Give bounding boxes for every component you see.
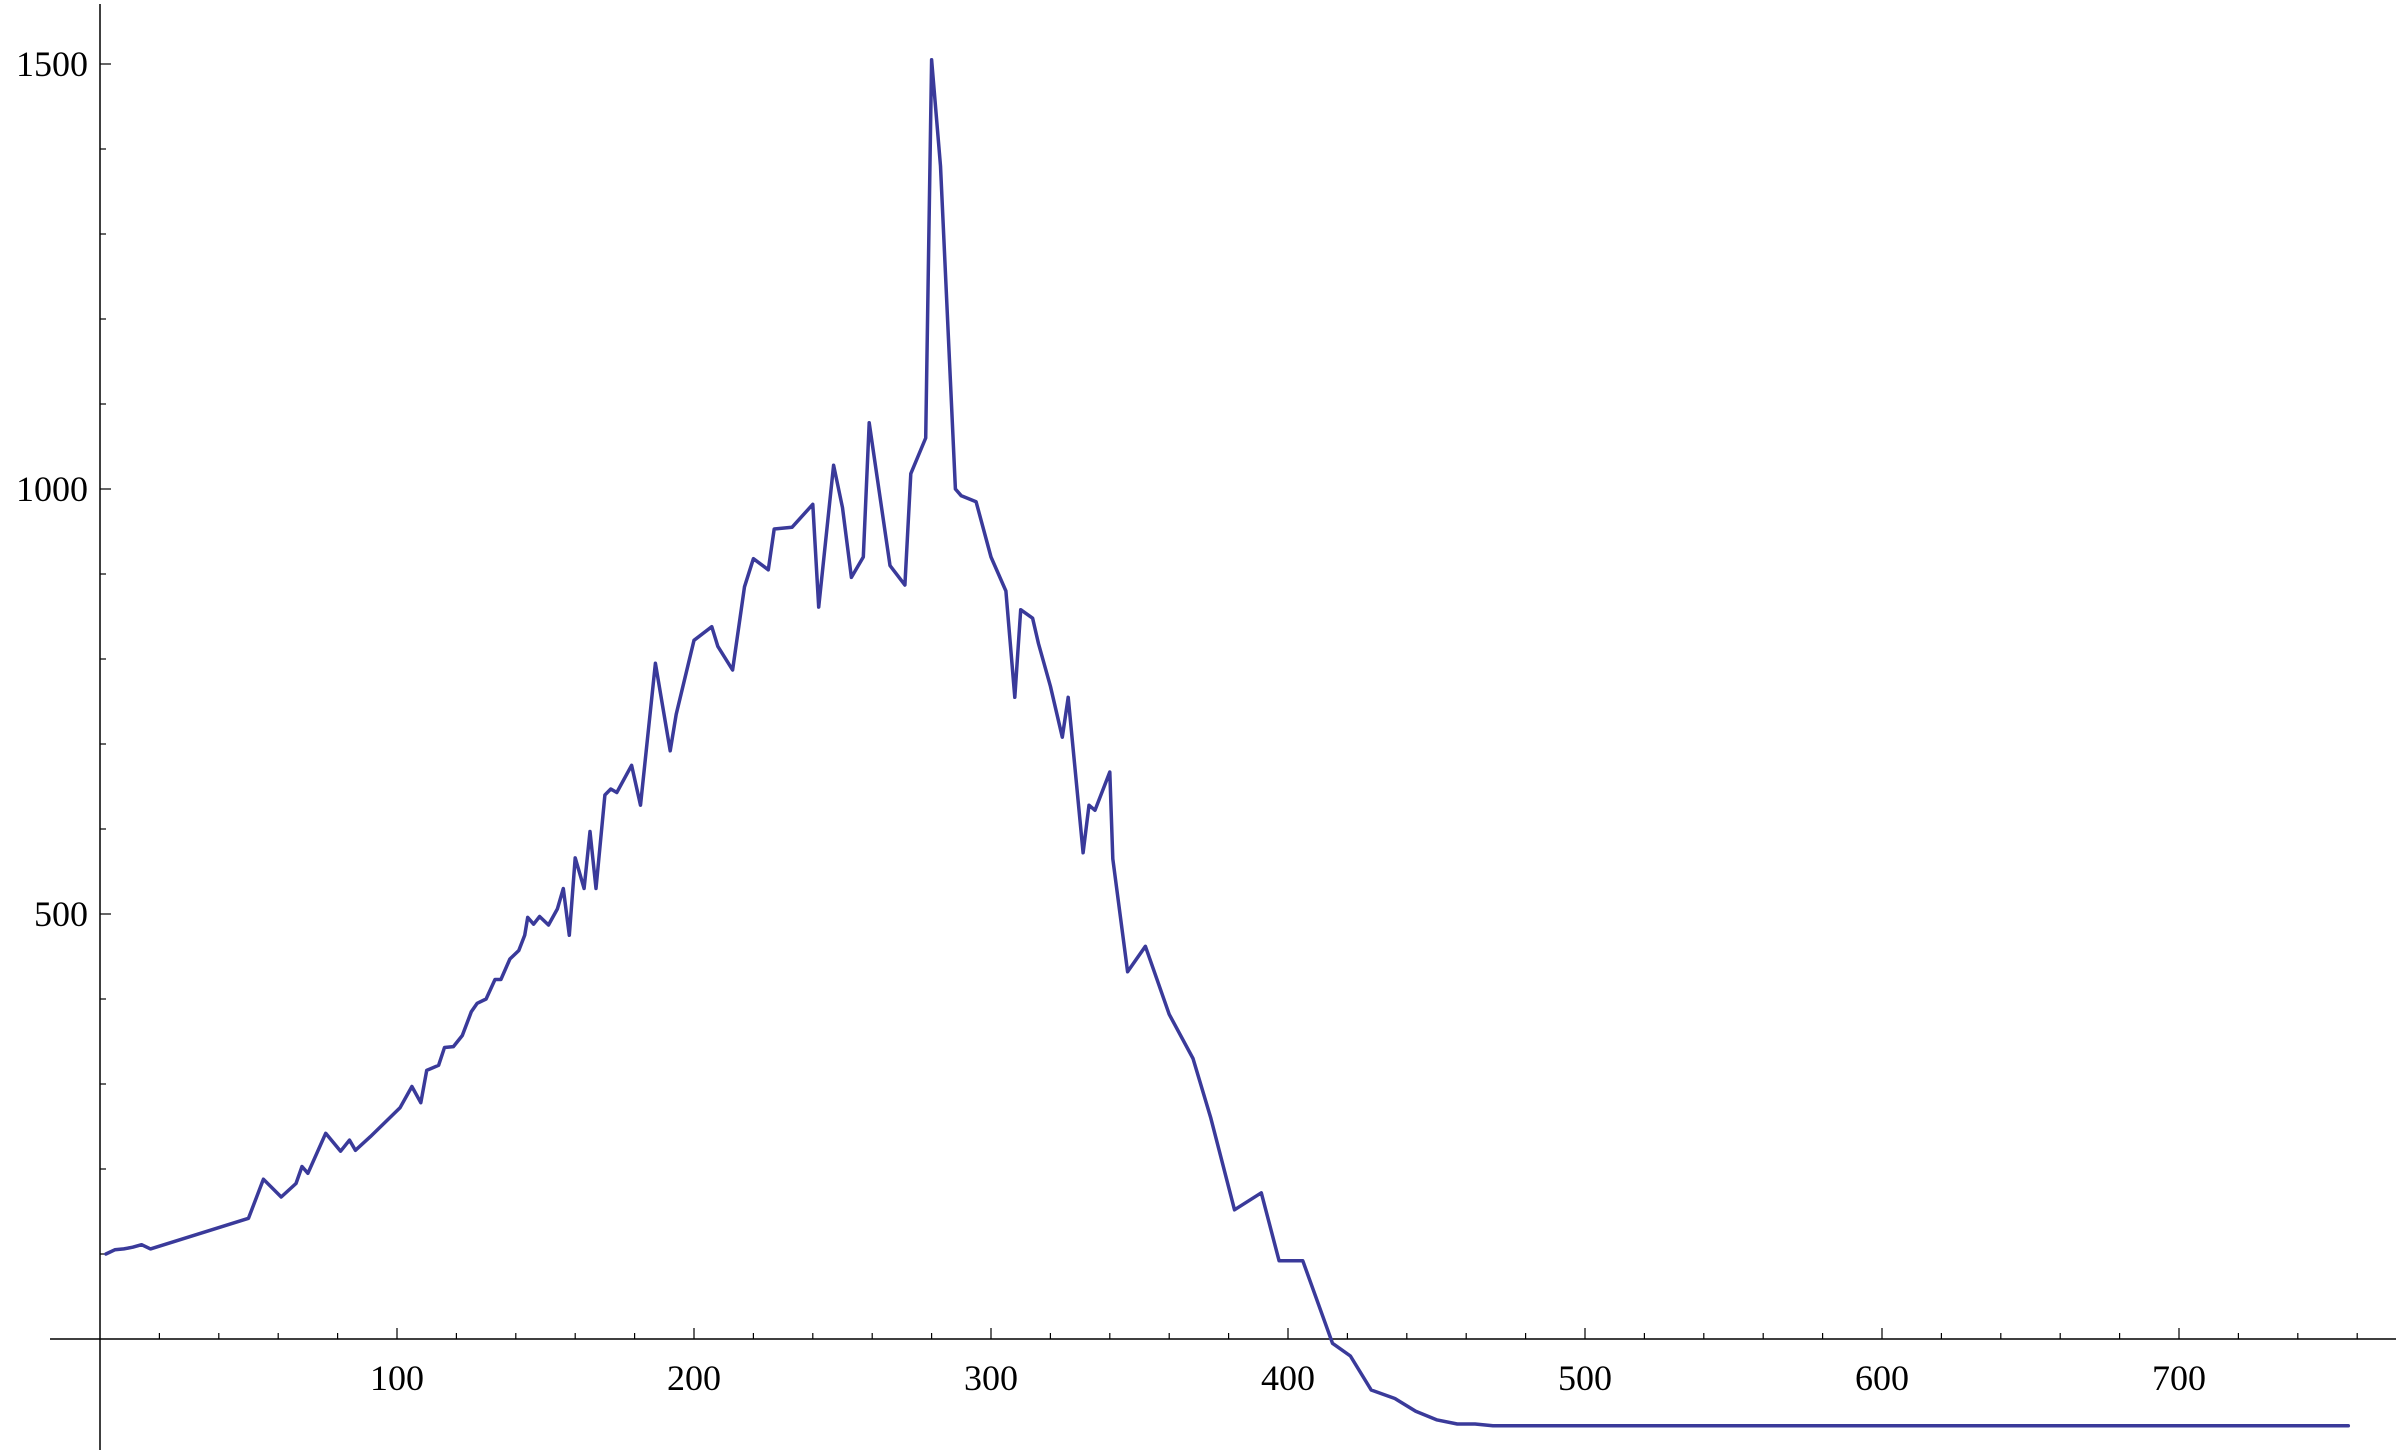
x-tick-label: 100: [370, 1358, 424, 1398]
x-tick-label: 400: [1261, 1358, 1315, 1398]
y-axis: 500 1000 1500: [16, 4, 111, 1450]
x-tick-label: 700: [2152, 1358, 2206, 1398]
y-tick-label: 1500: [16, 44, 88, 84]
x-tick-label: 300: [964, 1358, 1018, 1398]
y-tick-label: 1000: [16, 469, 88, 509]
x-tick-labels: 100 200 300 400 500 600 700: [370, 1358, 2206, 1398]
x-axis: 100 200 300 400 500 600 700: [50, 1328, 2396, 1398]
y-ticks: [100, 63, 111, 1255]
y-tick-label: 500: [34, 894, 88, 934]
series-line: [104, 58, 2351, 1428]
x-tick-label: 600: [1855, 1358, 1909, 1398]
x-ticks: [158, 1328, 2358, 1339]
series-group: [104, 58, 2351, 1428]
x-tick-label: 200: [667, 1358, 721, 1398]
y-tick-labels: 500 1000 1500: [16, 44, 88, 934]
x-tick-label: 500: [1558, 1358, 1612, 1398]
